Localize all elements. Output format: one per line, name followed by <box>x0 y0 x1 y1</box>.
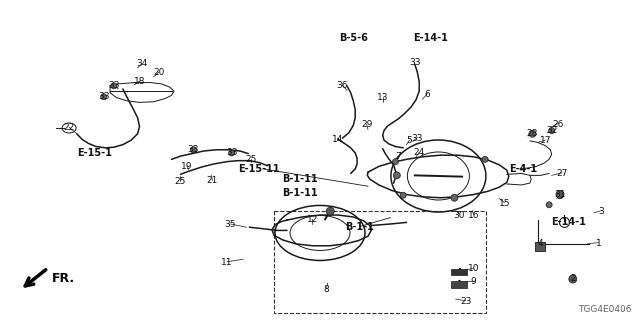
Text: 18: 18 <box>134 77 145 86</box>
Text: 30: 30 <box>454 211 465 220</box>
Circle shape <box>326 207 334 215</box>
Text: 33: 33 <box>412 134 423 143</box>
Text: 12: 12 <box>307 215 318 224</box>
Text: 7: 7 <box>396 152 401 161</box>
Text: 3: 3 <box>599 207 604 216</box>
Text: 32: 32 <box>546 126 557 135</box>
Text: 21: 21 <box>207 176 218 185</box>
Text: E-15-11: E-15-11 <box>238 164 280 174</box>
Text: 6: 6 <box>425 90 430 99</box>
Bar <box>451 281 467 288</box>
Text: 1: 1 <box>596 239 601 248</box>
Text: 24: 24 <box>413 148 425 157</box>
Circle shape <box>569 275 577 283</box>
Text: 28: 28 <box>527 129 538 138</box>
Text: 23: 23 <box>460 297 472 306</box>
Text: 15: 15 <box>499 199 510 208</box>
Text: E-15-1: E-15-1 <box>77 148 112 158</box>
Circle shape <box>548 128 555 133</box>
Text: B-5-6: B-5-6 <box>339 33 368 43</box>
Text: 29: 29 <box>361 120 372 129</box>
Text: 11: 11 <box>221 258 233 267</box>
Bar <box>451 269 467 276</box>
Circle shape <box>482 156 488 162</box>
Text: 16: 16 <box>468 211 479 220</box>
Circle shape <box>111 83 117 89</box>
Circle shape <box>100 94 107 100</box>
Text: B-1-1: B-1-1 <box>345 222 374 232</box>
Circle shape <box>400 192 406 198</box>
Text: 14: 14 <box>332 135 343 144</box>
Text: E-4-1: E-4-1 <box>509 164 538 174</box>
Text: 19: 19 <box>181 162 193 171</box>
Circle shape <box>557 192 563 199</box>
Text: 31: 31 <box>554 190 566 199</box>
Text: E-14-1: E-14-1 <box>413 33 447 43</box>
Circle shape <box>392 159 399 164</box>
Text: 8: 8 <box>324 285 329 294</box>
Text: 10: 10 <box>468 264 479 273</box>
Text: 25: 25 <box>175 177 186 186</box>
Text: 33: 33 <box>98 92 109 101</box>
Text: 33: 33 <box>188 145 199 154</box>
Text: E-14-1: E-14-1 <box>551 217 586 228</box>
Text: 34: 34 <box>136 60 148 68</box>
Circle shape <box>394 172 400 179</box>
Text: FR.: FR. <box>52 271 75 284</box>
Circle shape <box>529 130 536 137</box>
Bar <box>274 211 486 313</box>
Text: 27: 27 <box>556 169 568 178</box>
Circle shape <box>556 190 564 198</box>
Text: TGG4E0406: TGG4E0406 <box>579 305 632 314</box>
Circle shape <box>190 147 196 153</box>
Text: 25: 25 <box>245 155 257 164</box>
Text: 13: 13 <box>377 93 388 102</box>
Text: 2: 2 <box>570 274 575 283</box>
Text: B-1-11: B-1-11 <box>282 173 317 184</box>
Bar <box>535 242 545 251</box>
Text: 20: 20 <box>153 68 164 77</box>
Text: 33: 33 <box>226 148 237 157</box>
Text: 33: 33 <box>108 81 120 90</box>
Text: 33: 33 <box>409 58 420 67</box>
Text: 4: 4 <box>538 239 543 248</box>
Text: 36: 36 <box>337 81 348 90</box>
Text: 5: 5 <box>407 136 412 145</box>
Text: 9: 9 <box>471 277 476 286</box>
Text: B-1-11: B-1-11 <box>282 188 317 198</box>
Circle shape <box>546 202 552 208</box>
Text: 26: 26 <box>552 120 564 129</box>
Text: 17: 17 <box>540 136 551 145</box>
Circle shape <box>451 194 458 201</box>
Text: 35: 35 <box>225 220 236 229</box>
Text: 22: 22 <box>63 124 75 132</box>
Circle shape <box>228 150 235 156</box>
